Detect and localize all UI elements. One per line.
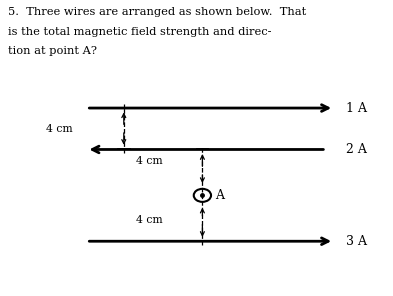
Text: 1 A: 1 A — [346, 102, 367, 115]
Text: 5.  Three wires are arranged as shown below.  That: 5. Three wires are arranged as shown bel… — [8, 7, 306, 17]
Text: A: A — [215, 189, 224, 202]
Text: 2 A: 2 A — [346, 143, 367, 156]
Text: 3 A: 3 A — [346, 235, 367, 248]
Text: 4 cm: 4 cm — [136, 156, 163, 166]
Text: 4 cm: 4 cm — [136, 215, 163, 225]
Text: is the total magnetic field strength and direc-: is the total magnetic field strength and… — [8, 27, 271, 37]
Text: tion at point A?: tion at point A? — [8, 46, 97, 56]
Text: 4 cm: 4 cm — [46, 124, 73, 134]
